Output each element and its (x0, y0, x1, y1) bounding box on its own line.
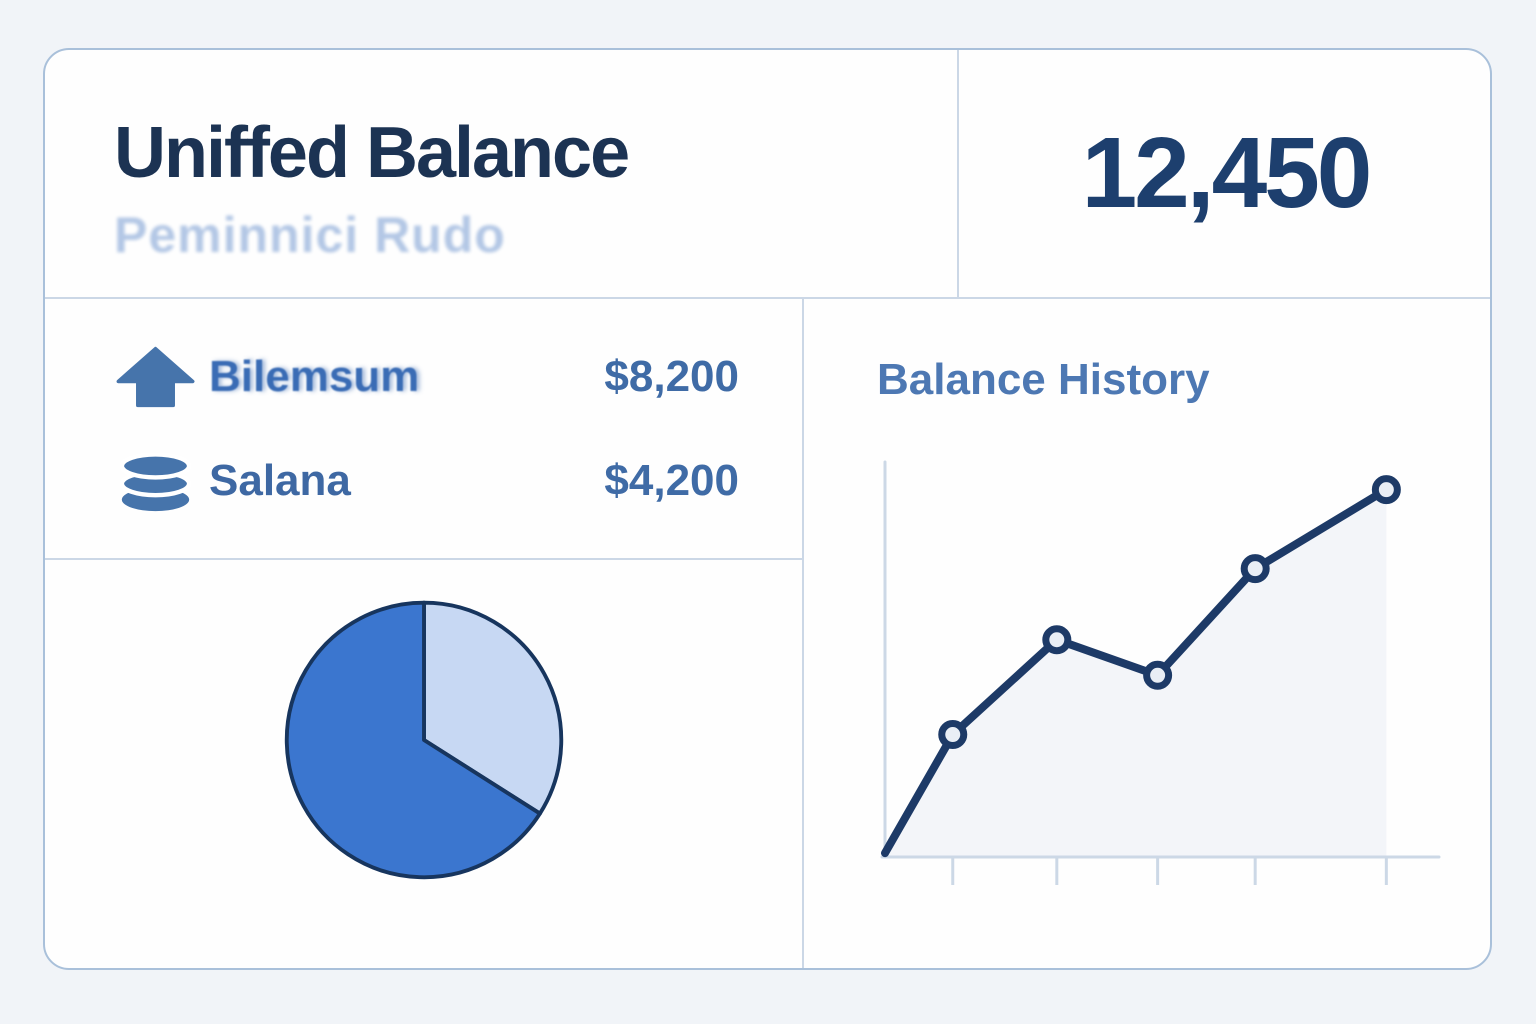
allocation-pie-section (45, 560, 804, 968)
unified-balance-card: Uniffed Balance Peminnici Rudo 12,450 Bi… (43, 48, 1492, 970)
line-markers (938, 475, 1401, 750)
asset-value: $8,200 (604, 351, 739, 401)
balance-history-section: Balance History (806, 299, 1490, 968)
asset-value: $4,200 (604, 455, 739, 505)
header-title-section: Uniffed Balance Peminnici Rudo (45, 50, 959, 299)
total-balance-section: 12,450 (959, 50, 1490, 299)
allocation-pie-chart (284, 600, 564, 880)
card-title: Uniffed Balance (114, 113, 630, 193)
asset-row-salana[interactable]: Salana $4,200 (108, 450, 739, 512)
data-point-marker (1240, 554, 1270, 584)
line-area-fill (885, 489, 1387, 857)
data-point-marker (1042, 625, 1072, 655)
asset-label: Bilemsum (209, 351, 420, 401)
pie-slice-bilemsum (284, 600, 542, 880)
coins-stack-icon (108, 450, 203, 512)
x-axis-ticks (951, 857, 1388, 885)
data-point-marker (1371, 475, 1401, 505)
asset-row-bilemsum[interactable]: Bilemsum $8,200 (108, 346, 739, 408)
card-subtitle: Peminnici Rudo (114, 207, 506, 263)
balance-history-title: Balance History (877, 355, 1210, 404)
data-point-marker (938, 720, 968, 750)
data-point-marker (1143, 660, 1173, 690)
arrow-up-icon (108, 346, 203, 408)
total-balance-value: 12,450 (1081, 117, 1373, 229)
asset-label: Salana (209, 455, 351, 505)
asset-list: Bilemsum $8,200 Salana $4,200 (45, 299, 804, 560)
line-series (881, 485, 1391, 858)
balance-history-chart (880, 460, 1441, 885)
